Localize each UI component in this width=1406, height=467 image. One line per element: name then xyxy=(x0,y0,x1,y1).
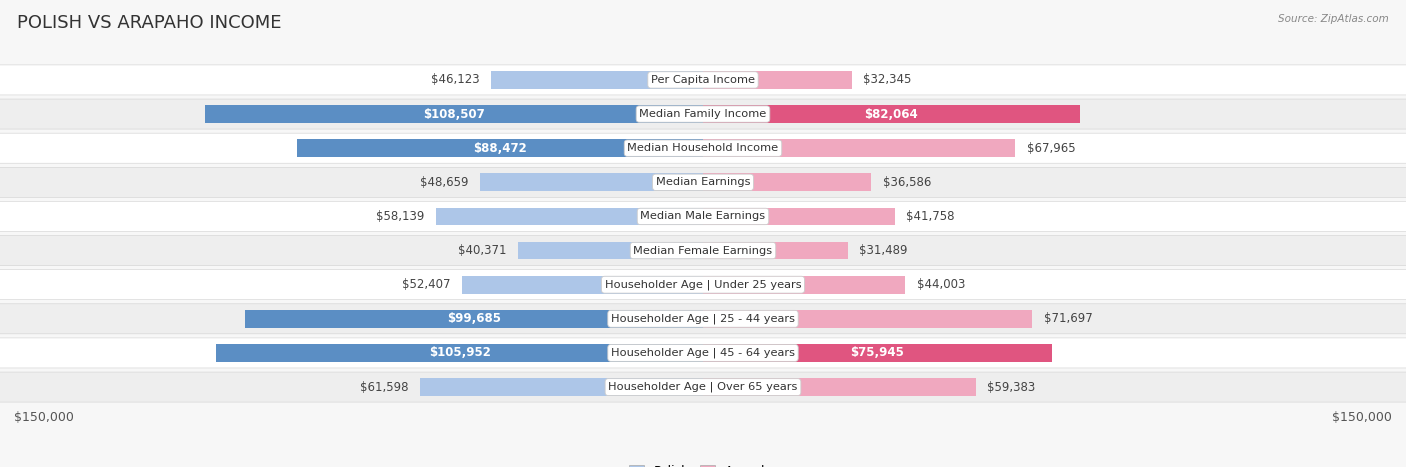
Text: $61,598: $61,598 xyxy=(360,381,409,394)
Text: $105,952: $105,952 xyxy=(429,347,491,360)
Bar xyxy=(420,378,703,396)
Bar xyxy=(479,173,703,191)
Text: Median Earnings: Median Earnings xyxy=(655,177,751,187)
FancyBboxPatch shape xyxy=(0,133,1406,163)
Text: Median Family Income: Median Family Income xyxy=(640,109,766,119)
Text: $58,139: $58,139 xyxy=(377,210,425,223)
Text: $46,123: $46,123 xyxy=(432,73,479,86)
Text: $36,586: $36,586 xyxy=(883,176,931,189)
Bar xyxy=(703,105,1080,123)
FancyBboxPatch shape xyxy=(0,201,1406,232)
Text: $31,489: $31,489 xyxy=(859,244,908,257)
Text: Householder Age | Over 65 years: Householder Age | Over 65 years xyxy=(609,382,797,392)
Bar xyxy=(703,378,976,396)
Text: $75,945: $75,945 xyxy=(851,347,904,360)
Bar xyxy=(245,310,703,328)
Text: $88,472: $88,472 xyxy=(472,142,527,155)
Text: $108,507: $108,507 xyxy=(423,107,485,120)
Text: Median Household Income: Median Household Income xyxy=(627,143,779,153)
Text: Householder Age | 25 - 44 years: Householder Age | 25 - 44 years xyxy=(612,313,794,324)
Bar xyxy=(517,242,703,260)
Text: Per Capita Income: Per Capita Income xyxy=(651,75,755,85)
Bar xyxy=(703,71,852,89)
FancyBboxPatch shape xyxy=(0,338,1406,368)
Bar xyxy=(703,310,1032,328)
Bar xyxy=(491,71,703,89)
Text: Householder Age | 45 - 64 years: Householder Age | 45 - 64 years xyxy=(612,348,794,358)
Bar xyxy=(205,105,703,123)
Text: $44,003: $44,003 xyxy=(917,278,965,291)
FancyBboxPatch shape xyxy=(0,167,1406,198)
Text: $67,965: $67,965 xyxy=(1026,142,1076,155)
Text: $52,407: $52,407 xyxy=(402,278,451,291)
Bar xyxy=(297,139,703,157)
Text: $32,345: $32,345 xyxy=(863,73,911,86)
Text: $150,000: $150,000 xyxy=(14,411,75,424)
Text: $48,659: $48,659 xyxy=(419,176,468,189)
Bar xyxy=(217,344,703,362)
Text: $59,383: $59,383 xyxy=(987,381,1035,394)
Text: Source: ZipAtlas.com: Source: ZipAtlas.com xyxy=(1278,14,1389,24)
Text: Median Male Earnings: Median Male Earnings xyxy=(641,212,765,221)
FancyBboxPatch shape xyxy=(0,304,1406,334)
Text: Median Female Earnings: Median Female Earnings xyxy=(634,246,772,255)
Text: $82,064: $82,064 xyxy=(865,107,918,120)
FancyBboxPatch shape xyxy=(0,372,1406,402)
Text: Householder Age | Under 25 years: Householder Age | Under 25 years xyxy=(605,279,801,290)
Bar xyxy=(436,207,703,225)
Text: $99,685: $99,685 xyxy=(447,312,501,325)
Bar xyxy=(703,276,905,294)
Bar xyxy=(463,276,703,294)
Legend: Polish, Arapaho: Polish, Arapaho xyxy=(624,460,782,467)
Text: POLISH VS ARAPAHO INCOME: POLISH VS ARAPAHO INCOME xyxy=(17,14,281,32)
FancyBboxPatch shape xyxy=(0,99,1406,129)
FancyBboxPatch shape xyxy=(0,269,1406,300)
Text: $40,371: $40,371 xyxy=(457,244,506,257)
Bar xyxy=(703,139,1015,157)
Bar xyxy=(703,242,848,260)
Text: $71,697: $71,697 xyxy=(1043,312,1092,325)
FancyBboxPatch shape xyxy=(0,235,1406,266)
FancyBboxPatch shape xyxy=(0,65,1406,95)
Text: $41,758: $41,758 xyxy=(907,210,955,223)
Bar xyxy=(703,173,872,191)
Bar xyxy=(703,207,894,225)
Text: $150,000: $150,000 xyxy=(1331,411,1392,424)
Bar xyxy=(703,344,1052,362)
